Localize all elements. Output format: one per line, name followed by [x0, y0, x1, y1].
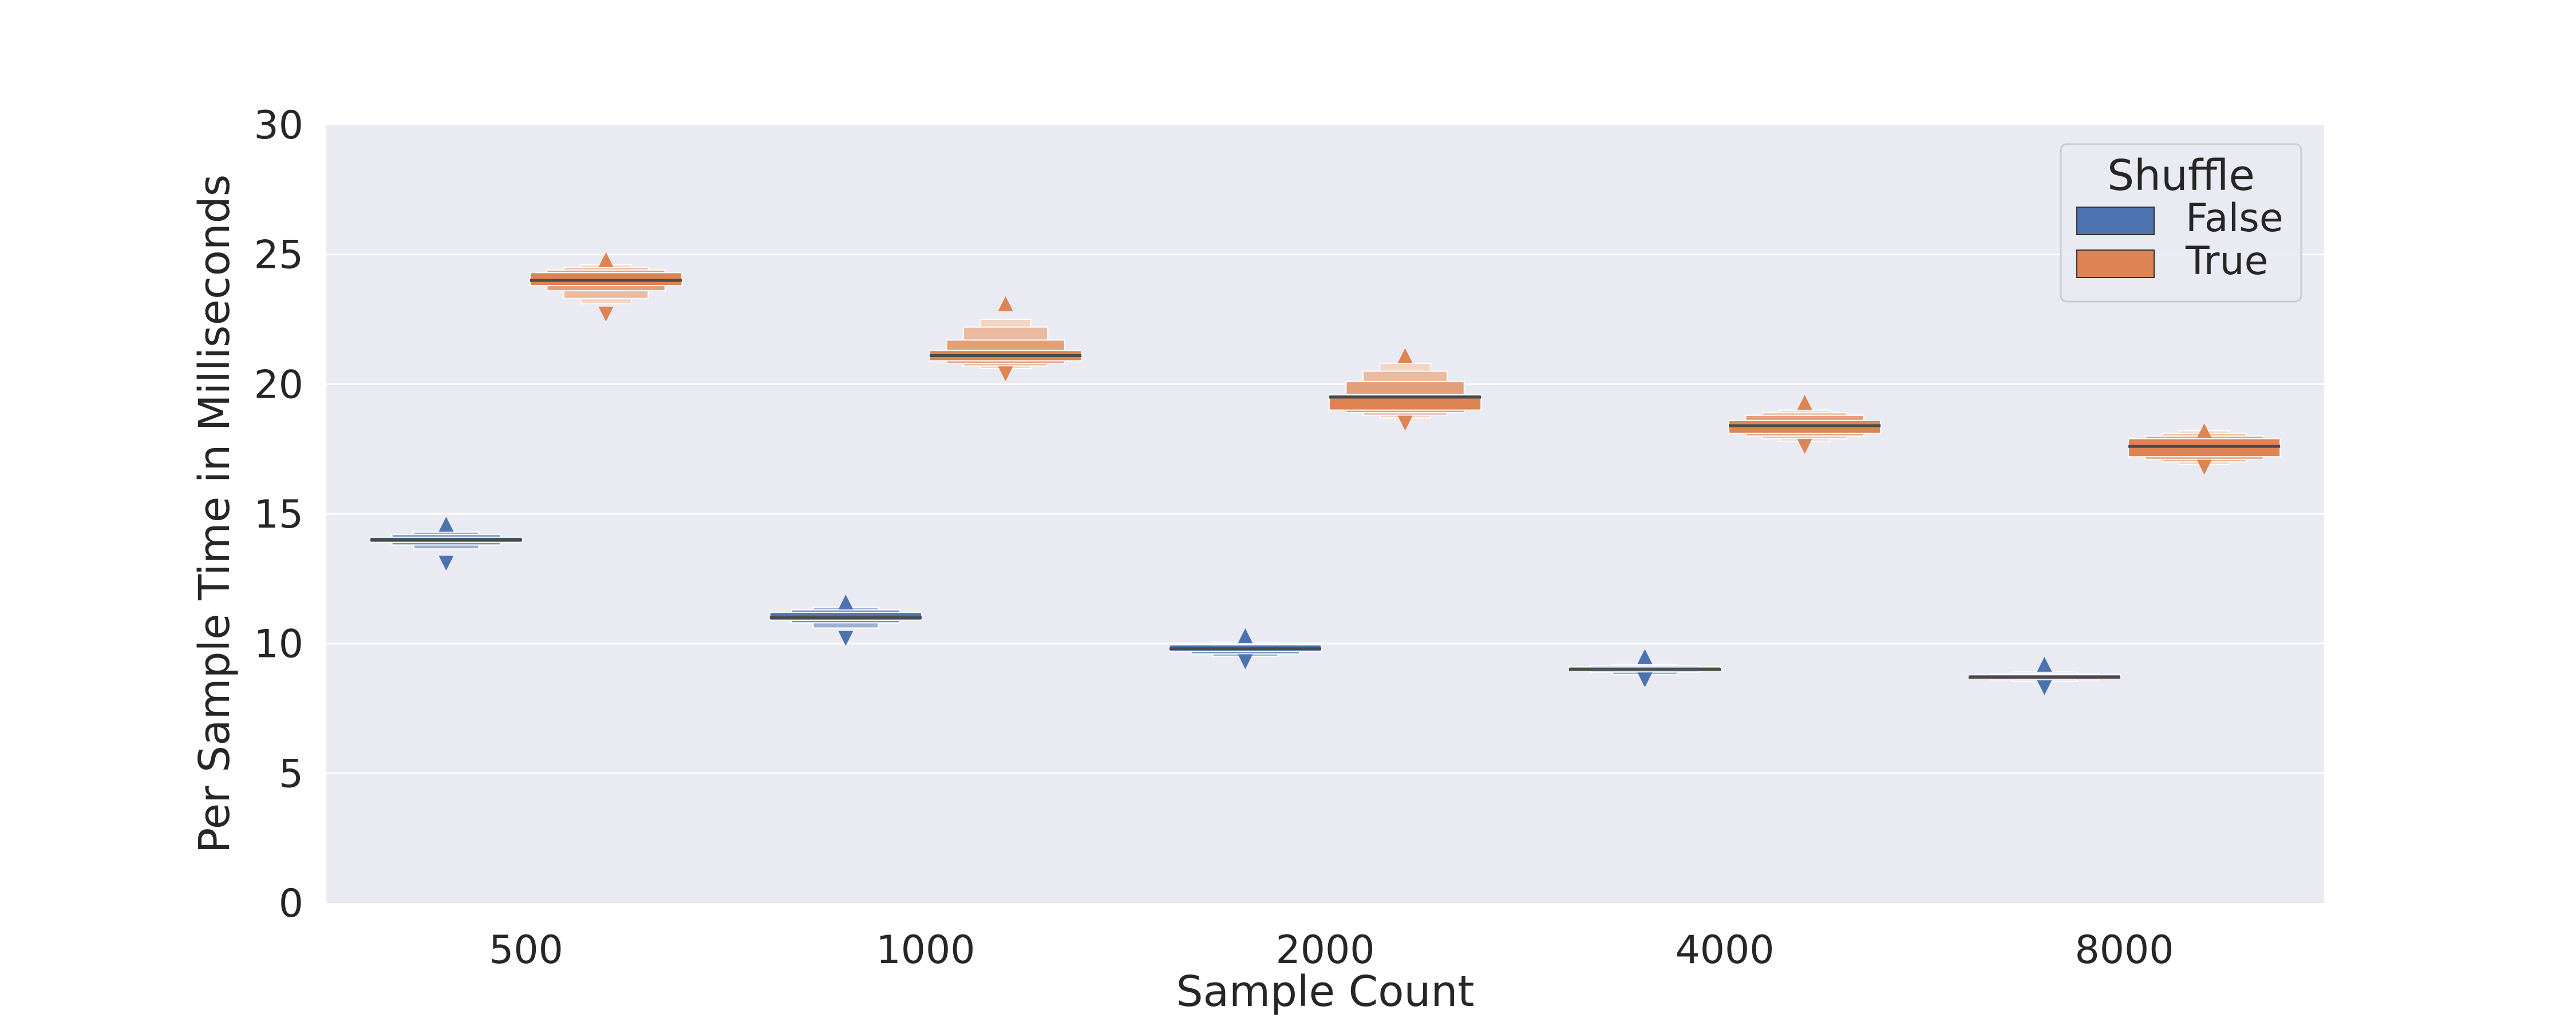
outlier-marker — [1238, 654, 1253, 670]
y-tick-label: 10 — [254, 622, 303, 667]
legend-swatch — [2076, 249, 2155, 278]
outlier-marker — [598, 306, 614, 322]
x-tick-label: 1000 — [876, 928, 975, 973]
outlier-marker — [438, 556, 454, 571]
legend-swatch — [2076, 207, 2155, 235]
x-axis-label: Sample Count — [1176, 967, 1475, 1016]
y-tick-label: 5 — [279, 751, 303, 797]
outlier-marker — [2037, 680, 2052, 695]
x-tick-label: 8000 — [2075, 928, 2174, 973]
outlier-marker — [1797, 439, 1812, 454]
legend-title: Shuffle — [2107, 151, 2255, 200]
outlier-marker — [998, 296, 1013, 311]
outlier-marker — [1238, 628, 1253, 644]
y-tick-label: 20 — [254, 362, 303, 407]
outlier-marker — [438, 517, 454, 532]
outlier-marker — [1797, 395, 1812, 410]
outlier-marker — [1397, 348, 1413, 363]
outlier-marker — [1397, 415, 1413, 431]
outlier-marker — [998, 366, 1013, 382]
outlier-marker — [838, 595, 854, 610]
y-tick-label: 25 — [254, 233, 303, 278]
y-tick-label: 15 — [254, 492, 303, 537]
outlier-marker — [2196, 459, 2212, 475]
x-tick-label: 4000 — [1675, 928, 1774, 973]
y-tick-label: 30 — [254, 103, 303, 148]
x-tick-label: 2000 — [1275, 928, 1374, 973]
outlier-marker — [598, 252, 614, 267]
outlier-marker — [1637, 672, 1653, 688]
y-axis-label: Per Sample Time in Milliseconds — [190, 175, 239, 854]
legend-label: True — [2185, 239, 2268, 284]
outlier-marker — [2037, 656, 2052, 672]
x-tick-label: 500 — [489, 928, 563, 973]
outlier-marker — [2196, 423, 2212, 438]
y-tick-label: 0 — [279, 881, 303, 926]
legend-label: False — [2186, 196, 2283, 241]
outlier-marker — [838, 631, 854, 646]
outlier-marker — [1637, 649, 1653, 664]
